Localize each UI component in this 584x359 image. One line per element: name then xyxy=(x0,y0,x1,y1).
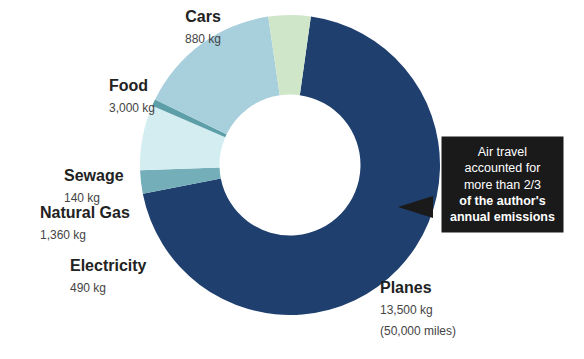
svg-text:Air travelaccounted formore th: Air travelaccounted formore than 2/3of t… xyxy=(450,145,555,224)
svg-text:Natural Gas1,360 kg: Natural Gas1,360 kg xyxy=(40,204,130,242)
svg-text:Food3,000 kg: Food3,000 kg xyxy=(109,77,155,115)
svg-text:Sewage140 kg: Sewage140 kg xyxy=(64,167,124,205)
svg-text:Cars880 kg: Cars880 kg xyxy=(185,8,221,46)
svg-text:Planes13,500 kg(50,000 miles): Planes13,500 kg(50,000 miles) xyxy=(380,279,456,338)
svg-text:Electricity490 kg: Electricity490 kg xyxy=(70,257,147,295)
